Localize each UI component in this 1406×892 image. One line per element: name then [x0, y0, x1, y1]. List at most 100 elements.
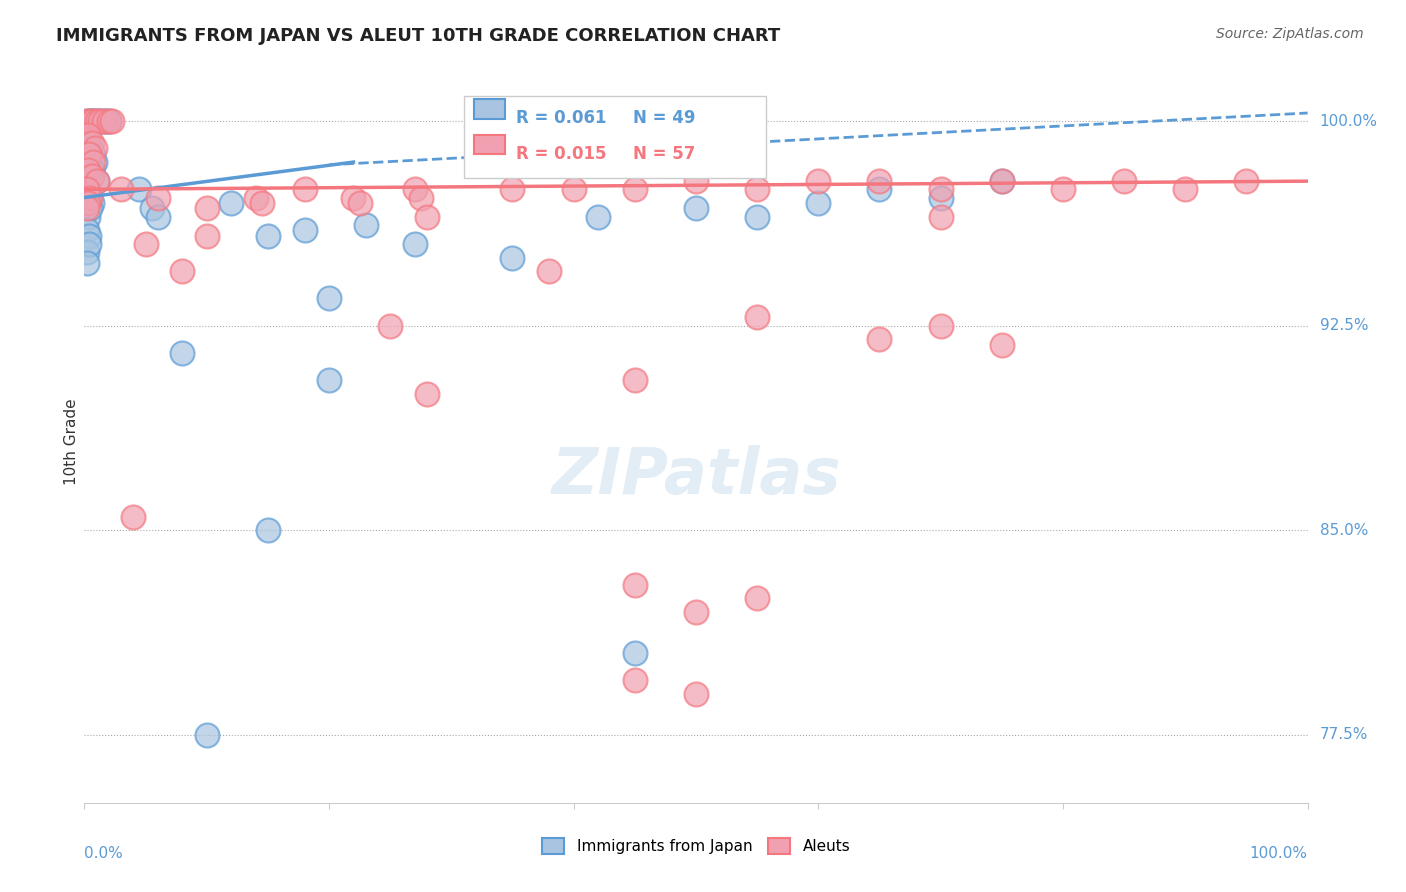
- Point: [80, 114, 103, 128]
- Point: [76, 223, 98, 237]
- Point: [807, 174, 830, 188]
- Point: [77, 147, 100, 161]
- Point: [685, 605, 707, 619]
- Point: [128, 182, 150, 196]
- Point: [586, 210, 609, 224]
- Point: [624, 182, 647, 196]
- Point: [76, 114, 98, 128]
- Point: [747, 591, 769, 606]
- Point: [349, 196, 371, 211]
- Point: [80, 169, 103, 183]
- Point: [747, 182, 769, 196]
- Point: [77, 190, 100, 204]
- Point: [76, 114, 98, 128]
- Point: [82, 114, 104, 128]
- Point: [87, 114, 110, 128]
- Point: [318, 292, 340, 306]
- Point: [84, 155, 107, 169]
- Point: [869, 332, 891, 346]
- Text: 77.5%: 77.5%: [1320, 727, 1368, 742]
- Point: [1236, 174, 1258, 188]
- Point: [86, 174, 108, 188]
- Point: [76, 245, 98, 260]
- Point: [86, 114, 108, 128]
- Text: 85.0%: 85.0%: [1320, 523, 1368, 538]
- Point: [80, 163, 103, 178]
- Point: [257, 228, 280, 243]
- Point: [380, 318, 402, 333]
- Point: [195, 202, 218, 216]
- Point: [409, 190, 432, 204]
- Point: [79, 114, 101, 128]
- Point: [79, 141, 101, 155]
- Y-axis label: 10th Grade: 10th Grade: [63, 398, 79, 485]
- Point: [77, 163, 100, 178]
- Text: 92.5%: 92.5%: [1320, 318, 1368, 334]
- Point: [404, 236, 426, 251]
- Point: [991, 337, 1014, 351]
- Point: [97, 114, 120, 128]
- Point: [929, 318, 952, 333]
- Point: [77, 169, 100, 183]
- Point: [141, 202, 163, 216]
- Point: [807, 196, 830, 211]
- Point: [294, 223, 316, 237]
- Point: [1052, 182, 1074, 196]
- Point: [172, 264, 194, 278]
- Text: IMMIGRANTS FROM JAPAN VS ALEUT 10TH GRADE CORRELATION CHART: IMMIGRANTS FROM JAPAN VS ALEUT 10TH GRAD…: [56, 27, 780, 45]
- Point: [318, 373, 340, 387]
- Point: [562, 182, 585, 196]
- Point: [624, 373, 647, 387]
- Point: [93, 114, 115, 128]
- Point: [77, 210, 100, 224]
- Point: [146, 190, 169, 204]
- Point: [77, 196, 100, 211]
- Point: [86, 114, 108, 128]
- Point: [76, 182, 98, 196]
- Point: [342, 190, 364, 204]
- Point: [502, 251, 524, 265]
- Point: [502, 182, 524, 196]
- Point: [685, 687, 707, 701]
- Point: [82, 147, 104, 161]
- Text: N = 57: N = 57: [633, 145, 695, 162]
- Point: [257, 523, 280, 537]
- Text: 100.0%: 100.0%: [1320, 113, 1378, 128]
- Point: [101, 114, 124, 128]
- Point: [96, 114, 118, 128]
- Point: [929, 190, 952, 204]
- Point: [404, 182, 426, 196]
- Point: [219, 196, 242, 211]
- Point: [122, 509, 145, 524]
- Point: [76, 202, 98, 216]
- Point: [416, 210, 439, 224]
- Point: [86, 174, 108, 188]
- Point: [77, 228, 100, 243]
- Text: N = 49: N = 49: [633, 109, 695, 127]
- Point: [110, 182, 132, 196]
- Point: [1174, 182, 1197, 196]
- Point: [195, 728, 218, 742]
- Text: 100.0%: 100.0%: [1250, 847, 1308, 861]
- Point: [82, 155, 104, 169]
- Point: [624, 673, 647, 687]
- Point: [991, 174, 1014, 188]
- Point: [77, 136, 100, 150]
- Point: [245, 190, 267, 204]
- Point: [747, 210, 769, 224]
- Point: [416, 387, 439, 401]
- Point: [294, 182, 316, 196]
- Point: [929, 210, 952, 224]
- Point: [83, 114, 105, 128]
- Point: [869, 182, 891, 196]
- Text: 0.0%: 0.0%: [84, 847, 124, 861]
- Text: Source: ZipAtlas.com: Source: ZipAtlas.com: [1216, 27, 1364, 41]
- Point: [135, 236, 157, 251]
- Point: [685, 174, 707, 188]
- Point: [929, 182, 952, 196]
- Point: [195, 228, 218, 243]
- Point: [1114, 174, 1136, 188]
- Point: [79, 202, 101, 216]
- Point: [146, 210, 169, 224]
- Point: [76, 256, 98, 270]
